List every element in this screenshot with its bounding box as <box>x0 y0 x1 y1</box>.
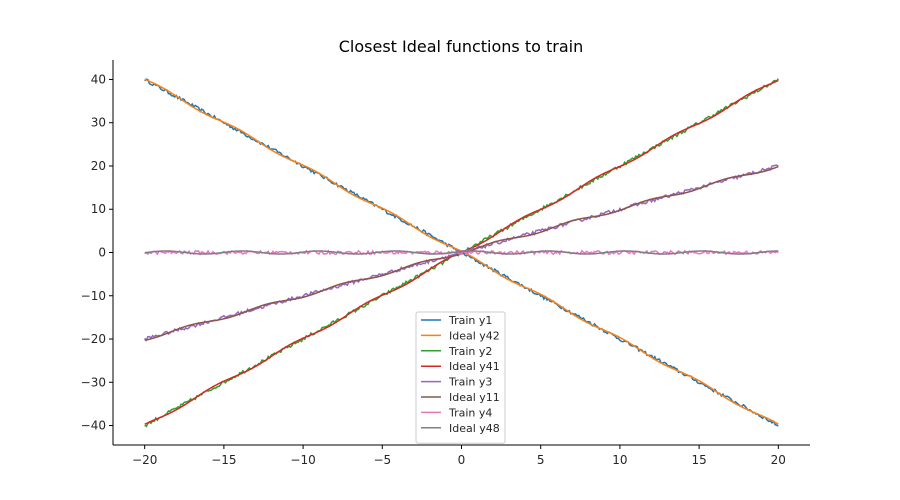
legend-label: Train y1 <box>448 314 492 327</box>
legend-label: Ideal y42 <box>449 329 500 342</box>
y-tick-label: −20 <box>81 332 106 346</box>
x-tick-label: 0 <box>458 453 466 467</box>
y-tick-label: 40 <box>91 72 106 86</box>
plot-lines <box>144 78 779 428</box>
legend-label: Train y3 <box>448 376 492 389</box>
series-line-ideal-y48 <box>144 250 779 255</box>
legend-label: Ideal y11 <box>449 391 500 404</box>
chart-title: Closest Ideal functions to train <box>339 37 584 56</box>
y-ticks: −40 −30 −20 −10 0 10 20 30 40 <box>81 72 113 433</box>
x-tick-label: 15 <box>691 453 706 467</box>
x-tick-label: −20 <box>132 453 157 467</box>
legend-label: Ideal y48 <box>449 422 500 435</box>
x-ticks: −20 −15 −10 −5 0 5 10 15 20 <box>132 445 786 467</box>
x-tick-label: 10 <box>612 453 627 467</box>
legend-label: Train y4 <box>448 406 492 419</box>
x-tick-label: −5 <box>373 453 391 467</box>
y-tick-label: −30 <box>81 375 106 389</box>
legend-label: Ideal y41 <box>449 360 500 373</box>
x-tick-label: −10 <box>290 453 315 467</box>
y-tick-label: −40 <box>81 419 106 433</box>
x-tick-label: 20 <box>771 453 786 467</box>
y-tick-label: 30 <box>91 116 106 130</box>
y-tick-label: 10 <box>91 202 106 216</box>
legend-label: Train y2 <box>448 345 492 358</box>
x-tick-label: −15 <box>211 453 236 467</box>
y-tick-label: −10 <box>81 289 106 303</box>
legend: Train y1 Ideal y42 Train y2 Ideal y41 Train … <box>415 311 506 444</box>
series-line-ideal-y41 <box>144 79 779 425</box>
y-tick-label: 20 <box>91 159 106 173</box>
legend-frame <box>415 311 506 444</box>
y-tick-label: 0 <box>98 246 106 260</box>
x-tick-label: 5 <box>537 453 545 467</box>
